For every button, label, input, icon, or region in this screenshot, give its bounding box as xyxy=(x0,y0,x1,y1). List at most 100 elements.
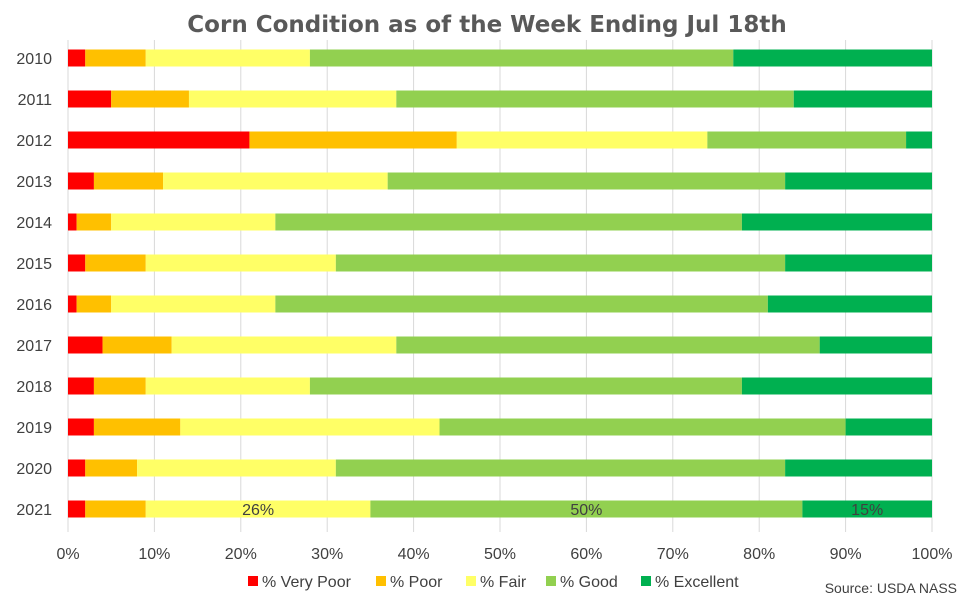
y-tick-label: 2019 xyxy=(16,420,52,437)
bar-2020-poor xyxy=(85,459,138,477)
bar-2017-fair xyxy=(171,336,397,354)
x-tick-label: 70% xyxy=(657,546,689,563)
y-tick-label: 2018 xyxy=(16,379,52,396)
x-tick-label: 100% xyxy=(912,546,953,563)
bar-2015-poor xyxy=(85,254,146,272)
bar-2014-good xyxy=(275,213,742,231)
bar-2014-poor xyxy=(76,213,112,231)
bar-2015-fair xyxy=(145,254,336,272)
bar-2010-very-poor xyxy=(68,49,86,67)
bar-2016-poor xyxy=(76,295,112,313)
x-tick-label: 20% xyxy=(225,546,257,563)
legend-label-fair: % Fair xyxy=(480,574,527,591)
x-tick-label: 50% xyxy=(484,546,516,563)
bar-2020-very-poor xyxy=(68,459,86,477)
legend-swatch-poor xyxy=(376,576,386,586)
bar-2012-poor xyxy=(249,131,457,149)
legend-label-excellent: % Excellent xyxy=(655,574,739,591)
bar-2018-excellent xyxy=(741,377,932,395)
bar-2015-excellent xyxy=(785,254,932,272)
bar-2013-fair xyxy=(163,172,388,190)
bar-2011-very-poor xyxy=(68,90,112,108)
x-tick-label: 0% xyxy=(56,546,79,563)
y-tick-label: 2015 xyxy=(16,256,52,273)
y-tick-label: 2020 xyxy=(16,461,52,478)
bar-2013-poor xyxy=(93,172,164,190)
y-tick-label: 2021 xyxy=(16,502,52,519)
bar-2019-poor xyxy=(93,418,181,436)
bars xyxy=(68,49,932,518)
bar-2021-good xyxy=(370,500,803,518)
bar-2018-poor xyxy=(93,377,146,395)
data-label: 15% xyxy=(851,502,883,519)
bar-2010-excellent xyxy=(733,49,932,67)
y-tick-label: 2013 xyxy=(16,174,52,191)
bar-2019-very-poor xyxy=(68,418,94,436)
legend-label-very-poor: % Very Poor xyxy=(262,574,352,591)
bar-2012-excellent xyxy=(906,131,932,149)
bar-2011-fair xyxy=(188,90,397,108)
bar-2017-poor xyxy=(102,336,172,354)
bar-2017-excellent xyxy=(819,336,932,354)
bar-2013-very-poor xyxy=(68,172,94,190)
bar-2015-good xyxy=(335,254,786,272)
y-tick-label: 2010 xyxy=(16,51,52,68)
y-tick-label: 2017 xyxy=(16,338,52,355)
bar-2021-excellent xyxy=(802,500,932,518)
bar-2016-good xyxy=(275,295,768,313)
bar-2017-good xyxy=(396,336,820,354)
x-tick-label: 30% xyxy=(311,546,343,563)
bar-2018-very-poor xyxy=(68,377,94,395)
x-tick-label: 60% xyxy=(570,546,602,563)
bar-2019-good xyxy=(439,418,846,436)
y-axis-tick-labels: 2010 2011 2012 2013 2014 2015 2016 2017 2018 2019… xyxy=(16,51,52,519)
bar-2021-fair xyxy=(145,500,371,518)
x-tick-label: 40% xyxy=(398,546,430,563)
legend-swatch-good xyxy=(546,576,556,586)
bar-2015-very-poor xyxy=(68,254,86,272)
bar-2014-very-poor xyxy=(68,213,77,231)
bar-2019-excellent xyxy=(845,418,932,436)
bar-2016-excellent xyxy=(767,295,932,313)
bar-2017-very-poor xyxy=(68,336,103,354)
data-label: 50% xyxy=(570,502,602,519)
bar-2010-poor xyxy=(85,49,146,67)
legend-swatch-very-poor xyxy=(248,576,258,586)
legend-label-poor: % Poor xyxy=(390,574,443,591)
bar-2010-fair xyxy=(145,49,310,67)
bar-2012-very-poor xyxy=(68,131,250,149)
x-tick-label: 80% xyxy=(743,546,775,563)
x-tick-label: 90% xyxy=(830,546,862,563)
y-tick-label: 2014 xyxy=(16,215,52,232)
data-labels: 26% 50% 15% xyxy=(242,502,883,519)
legend-swatch-excellent xyxy=(641,576,651,586)
bar-2016-fair xyxy=(111,295,276,313)
bar-2020-good xyxy=(335,459,786,477)
bar-2014-fair xyxy=(111,213,276,231)
bar-2020-excellent xyxy=(785,459,932,477)
bar-2011-poor xyxy=(111,90,189,108)
bar-2012-fair xyxy=(456,131,708,149)
bar-2011-excellent xyxy=(793,90,932,108)
bar-2021-very-poor xyxy=(68,500,86,518)
y-tick-label: 2011 xyxy=(18,92,53,109)
legend-label-good: % Good xyxy=(560,574,618,591)
bar-2016-very-poor xyxy=(68,295,77,313)
y-tick-label: 2016 xyxy=(16,297,52,314)
bar-2020-fair xyxy=(137,459,336,477)
data-label: 26% xyxy=(242,502,274,519)
bar-2013-good xyxy=(387,172,786,190)
x-tick-label: 10% xyxy=(138,546,170,563)
bar-2019-fair xyxy=(180,418,440,436)
chart-title: Corn Condition as of the Week Ending Jul… xyxy=(187,12,786,38)
bar-2014-excellent xyxy=(741,213,932,231)
y-tick-label: 2012 xyxy=(16,133,52,150)
legend: % Very Poor % Poor % Fair % Good % Excellent xyxy=(248,574,739,591)
bar-2013-excellent xyxy=(785,172,932,190)
bar-2018-good xyxy=(309,377,742,395)
gridlines xyxy=(67,40,933,532)
x-axis-tick-labels: 0% 10% 20% 30% 40% 50% 60% 70% 80% 90% 100% xyxy=(56,546,952,563)
bar-2012-good xyxy=(707,131,907,149)
legend-swatch-fair xyxy=(466,576,476,586)
